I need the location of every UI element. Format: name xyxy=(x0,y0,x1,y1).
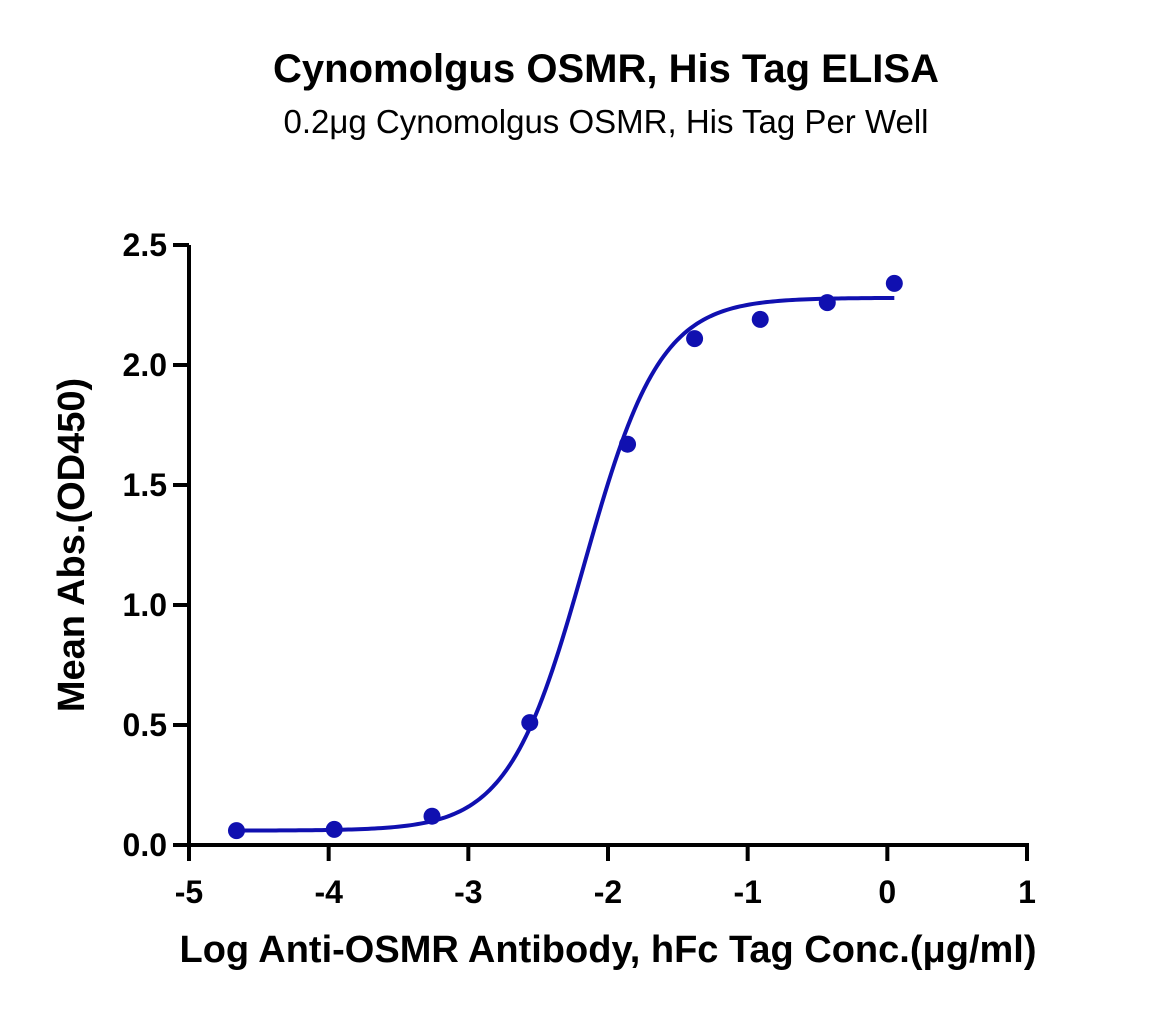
y-axis: 0.0 0.5 1.0 1.5 2.0 2.5 xyxy=(123,227,191,863)
x-axis-label: Log Anti-OSMR Antibody, hFc Tag Conc.(μg… xyxy=(179,929,1036,971)
x-tick-label: -5 xyxy=(175,874,203,910)
y-tick-label: 2.0 xyxy=(123,347,167,383)
fit-curve xyxy=(236,295,895,833)
x-axis: -5 -4 -3 -2 -1 0 1 xyxy=(175,843,1036,910)
y-tick-label: 2.5 xyxy=(123,227,167,263)
data-point xyxy=(325,820,343,838)
y-tick-label: 0.0 xyxy=(123,827,167,863)
y-tick-label: 1.5 xyxy=(123,467,167,503)
x-tick-label: -4 xyxy=(314,874,343,910)
data-point xyxy=(619,435,637,453)
data-points xyxy=(227,274,903,840)
y-axis-label: Mean Abs.(OD450) xyxy=(51,378,93,712)
data-point xyxy=(885,274,903,292)
data-point xyxy=(423,807,441,825)
x-tick-label: -2 xyxy=(594,874,622,910)
data-point xyxy=(521,714,539,732)
y-tick-label: 1.0 xyxy=(123,587,167,623)
data-point xyxy=(227,822,245,840)
chart-subtitle: 0.2μg Cynomolgus OSMR, His Tag Per Well xyxy=(283,103,928,140)
x-tick-label: 1 xyxy=(1018,874,1036,910)
chart-title: Cynomolgus OSMR, His Tag ELISA xyxy=(273,47,939,91)
data-point xyxy=(686,330,704,348)
data-point xyxy=(751,310,769,328)
y-tick-label: 0.5 xyxy=(123,707,167,743)
x-tick-label: 0 xyxy=(878,874,896,910)
data-point xyxy=(818,294,836,312)
x-tick-label: -3 xyxy=(454,874,482,910)
x-tick-label: -1 xyxy=(733,874,761,910)
